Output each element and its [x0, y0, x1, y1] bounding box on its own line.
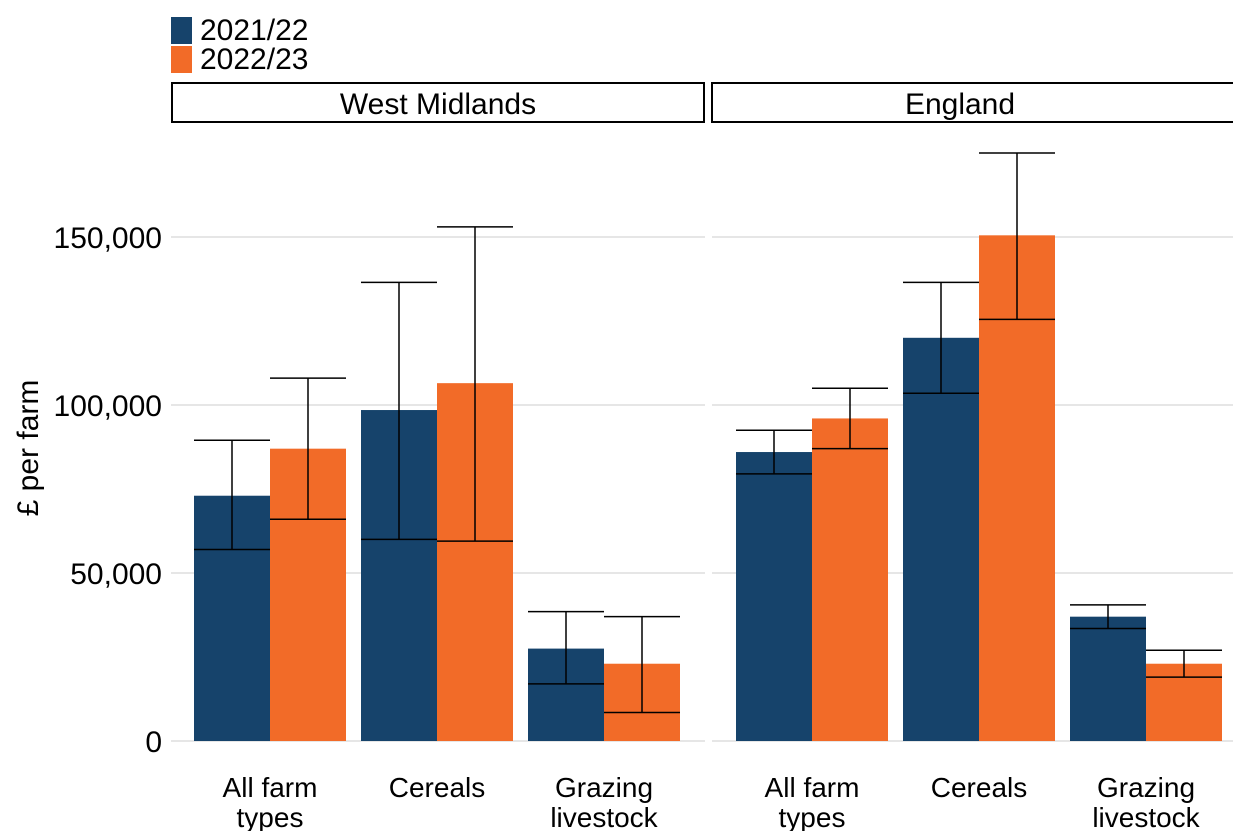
- x-tick-label-line: types: [237, 802, 304, 831]
- x-tick-label-line: All farm: [765, 772, 860, 803]
- x-tick-label-line: livestock: [550, 802, 658, 831]
- panel-strip: [171, 82, 705, 123]
- bar-2021-22: [736, 452, 812, 741]
- x-tick-label-line: livestock: [1092, 802, 1200, 831]
- x-tick-label: All farm types: [765, 772, 860, 831]
- legend-item-2022-23: 2022/23: [171, 43, 309, 76]
- y-axis-title: £ per farm: [12, 380, 45, 517]
- x-tick-label: All farm types: [223, 772, 318, 831]
- legend-label-2022-23: 2022/23: [200, 43, 309, 76]
- x-tick-label-line: Cereals: [931, 772, 1027, 803]
- legend-swatch-2022-23: [171, 46, 192, 73]
- panel-title: England: [905, 88, 1015, 121]
- bar-2022-23: [812, 418, 888, 741]
- panel-strip: [711, 82, 1233, 123]
- y-tick-label: 100,000: [54, 390, 162, 423]
- y-tick-label: 0: [145, 726, 162, 759]
- legend-label-2021-22: 2021/22: [200, 14, 309, 47]
- y-tick-label: 150,000: [54, 222, 162, 255]
- x-tick-label-line: Grazing: [555, 772, 653, 803]
- bar-2021-22: [1070, 616, 1146, 741]
- x-tick-label-line: Cereals: [389, 772, 485, 803]
- panel-title: West Midlands: [340, 88, 536, 121]
- bar-2021-22: [903, 337, 979, 741]
- x-tick-label: Grazing livestock: [550, 772, 658, 831]
- x-tick-label: Cereals: [389, 772, 485, 803]
- x-tick-label-line: types: [779, 802, 846, 831]
- x-tick-label-line: Grazing: [1097, 772, 1195, 803]
- legend: 2021/22 2022/23: [171, 14, 309, 76]
- y-tick-label: 50,000: [70, 558, 162, 591]
- x-tick-label: Grazing livestock: [1092, 772, 1200, 831]
- x-tick-label: Cereals: [931, 772, 1027, 803]
- legend-item-2021-22: 2021/22: [171, 14, 309, 47]
- legend-swatch-2021-22: [171, 17, 192, 44]
- x-tick-label-line: All farm: [223, 772, 318, 803]
